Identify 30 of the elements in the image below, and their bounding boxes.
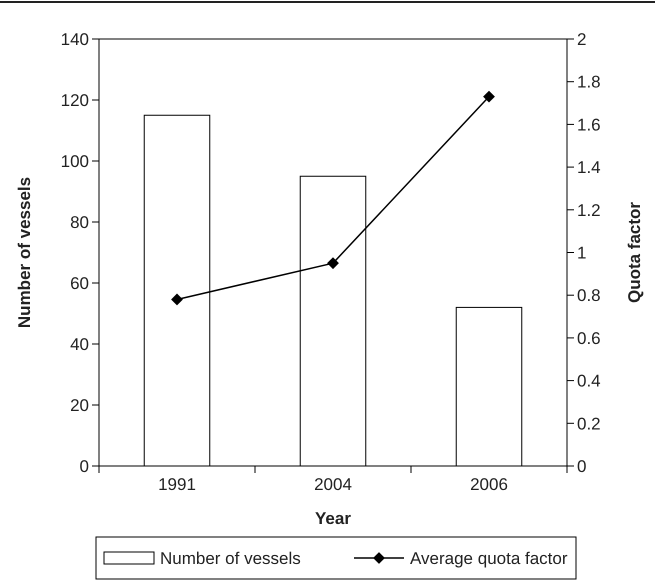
y2-tick-label: 0.6 [577, 328, 601, 348]
y2-tick-label: 1.8 [577, 72, 601, 92]
y2-tick-label: 1 [577, 243, 586, 262]
y2-tick-label: 0 [577, 456, 586, 476]
y-tick-label: 80 [70, 212, 89, 232]
x-tick-label: 2004 [314, 475, 352, 494]
legend-label: Average quota factor [410, 548, 568, 568]
y-tick-label: 120 [60, 90, 89, 110]
y2-tick-label: 0.8 [577, 286, 601, 306]
y2-tick-label: 1.4 [577, 158, 601, 178]
y-tick-label: 0 [80, 456, 89, 476]
y-axis-title: Number of vessels [15, 176, 34, 328]
y-tick-label: 60 [70, 274, 89, 293]
y-tick-label: 100 [60, 152, 89, 171]
y2-tick-label: 0.2 [577, 414, 601, 434]
point [327, 257, 339, 270]
y2-tick-label: 1.2 [577, 200, 601, 220]
x-tick-label: 1991 [158, 475, 196, 494]
y2-tick-label: 1.6 [577, 115, 601, 134]
point [171, 294, 183, 306]
x-axis-title: Year [315, 509, 352, 528]
y-tick-label: 20 [70, 396, 89, 415]
y2-tick-label: 2 [577, 30, 586, 49]
x-tick-label: 2006 [470, 475, 508, 494]
y-tick-label: 40 [70, 334, 89, 354]
y2-axis-title: Quota factor [625, 202, 644, 304]
y2-tick-label: 0.4 [577, 372, 601, 391]
y-tick-label: 140 [60, 30, 89, 49]
point [483, 90, 495, 103]
legend-label: Number of vessels [160, 548, 301, 568]
